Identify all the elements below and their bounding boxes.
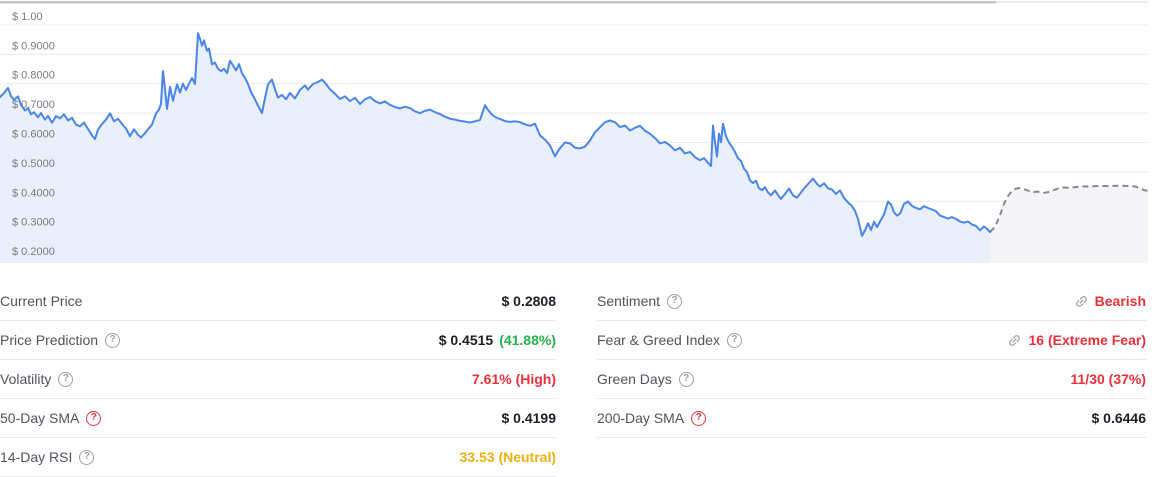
stat-label: 200-Day SMA	[597, 410, 685, 426]
stat-value: $ 0.6446	[1091, 410, 1147, 426]
stat-label: 14-Day RSI	[0, 449, 73, 465]
link-icon[interactable]	[1007, 333, 1022, 348]
stats-column-left: Current Price $ 0.2808 Price Prediction? $ …	[0, 282, 556, 477]
price-line	[0, 32, 991, 237]
table-row: Green Days? 11/30 (37%)	[597, 360, 1146, 399]
y-axis-label: $ 0.6000	[12, 129, 55, 141]
link-icon[interactable]	[1074, 294, 1089, 309]
stat-value: $ 0.4199	[501, 410, 557, 426]
table-row: Fear & Greed Index? 16 (Extreme Fear)	[597, 321, 1146, 360]
row-label: Price Prediction?	[0, 332, 121, 348]
stats-column-gap	[556, 282, 597, 477]
y-axis-label: $ 0.8000	[12, 70, 55, 82]
stat-value: Bearish	[1094, 293, 1146, 309]
help-icon[interactable]: ?	[678, 371, 694, 387]
row-label: Current Price	[0, 293, 82, 309]
y-axis-label: $ 0.5000	[12, 158, 55, 170]
table-row: Current Price $ 0.2808	[0, 282, 556, 321]
row-label: 14-Day RSI?	[0, 449, 95, 465]
stat-label: Volatility	[0, 371, 52, 387]
row-value: 11/30 (37%)	[1071, 371, 1147, 387]
y-axis-label: $ 0.9000	[12, 40, 55, 52]
y-axis-label: $ 1.00	[12, 11, 43, 23]
row-value: $ 0.4515 (41.88%)	[439, 332, 556, 348]
prediction-area	[990, 185, 1148, 263]
help-icon[interactable]: ?	[86, 410, 102, 426]
stat-label: Fear & Greed Index	[597, 332, 720, 348]
row-value[interactable]: Bearish	[1074, 293, 1146, 309]
help-icon[interactable]: ?	[667, 293, 683, 309]
row-label: 50-Day SMA?	[0, 410, 102, 426]
chart-range-track-rest	[996, 1, 1148, 3]
table-row: 50-Day SMA? $ 0.4199	[0, 399, 556, 438]
stat-label: Green Days	[597, 371, 672, 387]
help-icon[interactable]: ?	[105, 332, 121, 348]
row-value: $ 0.4199	[502, 410, 557, 426]
price-chart-panel: $ 1.00 $ 0.9000 $ 0.8000 $ 0.7000 $ 0.6000 $ …	[0, 0, 1157, 282]
stats-table: Current Price $ 0.2808 Price Prediction? $ …	[0, 282, 1157, 477]
row-value: 33.53 (Neutral)	[460, 449, 556, 465]
y-axis-label: $ 0.3000	[12, 217, 55, 229]
stat-value: $ 0.2808	[501, 293, 557, 309]
y-axis-label: $ 0.2000	[12, 246, 55, 258]
stat-value: 11/30 (37%)	[1070, 371, 1147, 387]
row-label: Volatility?	[0, 371, 74, 387]
stats-column-right: Sentiment? Bearish Fear & Greed Index? 16 (…	[597, 282, 1157, 477]
price-area	[0, 33, 990, 264]
help-icon[interactable]: ?	[726, 332, 742, 348]
row-label: Fear & Greed Index?	[597, 332, 742, 348]
stat-label: 50-Day SMA	[0, 410, 80, 426]
row-value: $ 0.2808	[502, 293, 557, 309]
price-chart[interactable]: $ 1.00 $ 0.9000 $ 0.8000 $ 0.7000 $ 0.6000 $ …	[0, 0, 1157, 282]
stat-value: 33.53 (Neutral)	[459, 449, 556, 465]
stat-label: Sentiment	[597, 293, 661, 309]
stat-value: (41.88%)	[499, 332, 556, 348]
help-icon[interactable]: ?	[58, 371, 74, 387]
row-value: $ 0.6446	[1092, 410, 1147, 426]
row-label: Sentiment?	[597, 293, 683, 309]
stat-label: Price Prediction	[0, 332, 99, 348]
table-row: 14-Day RSI? 33.53 (Neutral)	[0, 438, 556, 477]
stat-value: 7.61% (High)	[471, 371, 556, 387]
help-icon[interactable]: ?	[79, 449, 95, 465]
row-value: 7.61% (High)	[472, 371, 556, 387]
table-row: 200-Day SMA? $ 0.6446	[597, 399, 1146, 438]
help-icon[interactable]: ?	[691, 410, 707, 426]
row-value[interactable]: 16 (Extreme Fear)	[1007, 332, 1146, 348]
table-row: Price Prediction? $ 0.4515 (41.88%)	[0, 321, 556, 360]
stat-label: Current Price	[0, 293, 83, 309]
row-label: 200-Day SMA?	[597, 410, 707, 426]
table-row: Volatility? 7.61% (High)	[0, 360, 556, 399]
stat-value: $ 0.4515	[438, 332, 494, 348]
chart-range-track[interactable]	[0, 1, 996, 4]
y-axis-label: $ 0.7000	[12, 99, 55, 111]
table-row: Sentiment? Bearish	[597, 282, 1146, 321]
y-axis-label: $ 0.4000	[12, 187, 55, 199]
row-label: Green Days?	[597, 371, 694, 387]
stat-value: 16 (Extreme Fear)	[1028, 332, 1146, 348]
